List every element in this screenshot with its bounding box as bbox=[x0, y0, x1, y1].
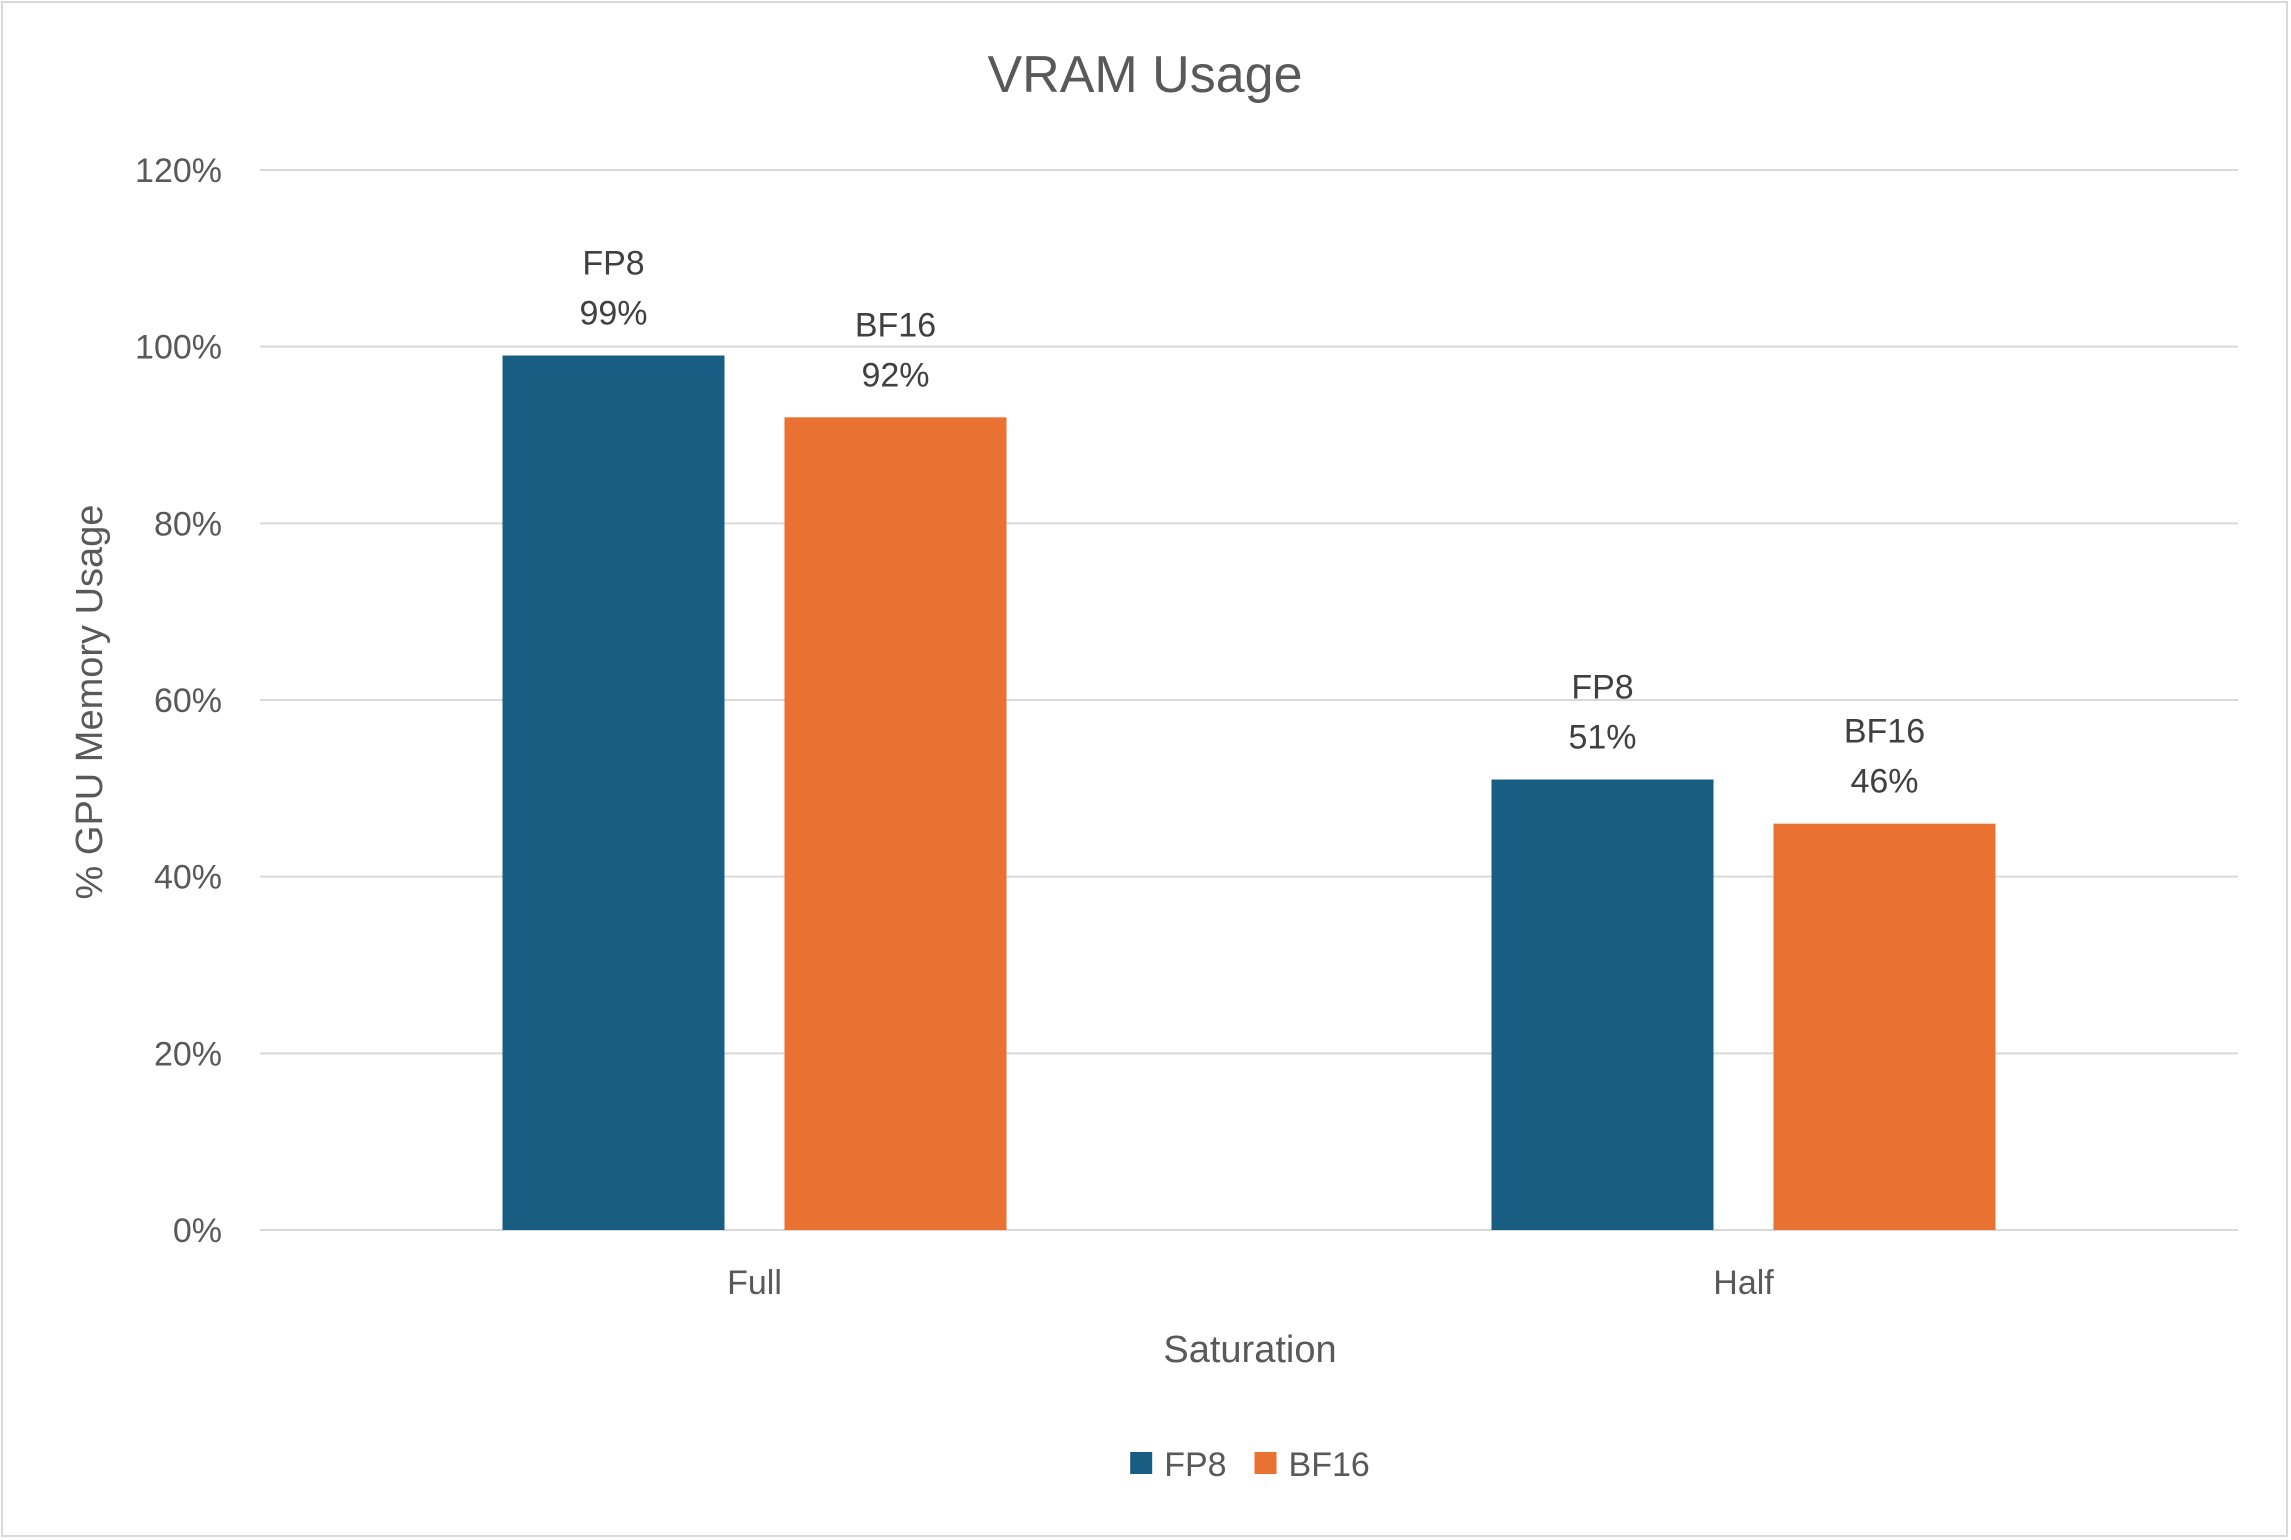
x-axis-ticks: Full Half bbox=[727, 1264, 1774, 1302]
data-label-value: 46% bbox=[1850, 763, 1918, 801]
data-label-value: 51% bbox=[1568, 719, 1636, 757]
legend-label-fp8: FP8 bbox=[1164, 1446, 1226, 1484]
y-tick-label: 120% bbox=[135, 152, 222, 190]
chart-title: VRAM Usage bbox=[988, 46, 1303, 104]
y-tick-label: 60% bbox=[154, 682, 222, 720]
x-tick-label: Full bbox=[727, 1264, 782, 1302]
legend: FP8 BF16 bbox=[1130, 1446, 1370, 1484]
data-label-series: BF16 bbox=[1844, 713, 1925, 751]
bar-bf16-full bbox=[784, 417, 1007, 1230]
data-labels: FP8 99% BF16 92% FP8 51% BF16 46% bbox=[579, 245, 1925, 801]
data-label-series: FP8 bbox=[1571, 669, 1633, 707]
legend-swatch-fp8 bbox=[1130, 1452, 1153, 1474]
y-axis-ticks: 0% 20% 40% 60% 80% 100% 120% bbox=[135, 152, 222, 1250]
x-tick-label: Half bbox=[1713, 1264, 1774, 1302]
data-label-series: BF16 bbox=[855, 306, 936, 344]
y-axis-title: % GPU Memory Usage bbox=[69, 505, 111, 900]
y-tick-label: 20% bbox=[154, 1035, 222, 1073]
bar-fp8-half bbox=[1491, 779, 1714, 1230]
legend-label-bf16: BF16 bbox=[1289, 1446, 1370, 1484]
y-tick-label: 40% bbox=[154, 859, 222, 897]
bar-bf16-half bbox=[1773, 823, 1996, 1230]
data-label-series: FP8 bbox=[582, 245, 644, 283]
bars bbox=[502, 355, 1996, 1230]
bar-fp8-full bbox=[502, 355, 725, 1230]
data-label-value: 99% bbox=[579, 295, 647, 333]
legend-swatch-bf16 bbox=[1254, 1452, 1277, 1474]
y-tick-label: 0% bbox=[173, 1212, 222, 1250]
x-axis-title: Saturation bbox=[1163, 1329, 1336, 1371]
data-label-value: 92% bbox=[861, 356, 929, 394]
y-tick-label: 80% bbox=[154, 505, 222, 543]
y-tick-label: 100% bbox=[135, 329, 222, 367]
